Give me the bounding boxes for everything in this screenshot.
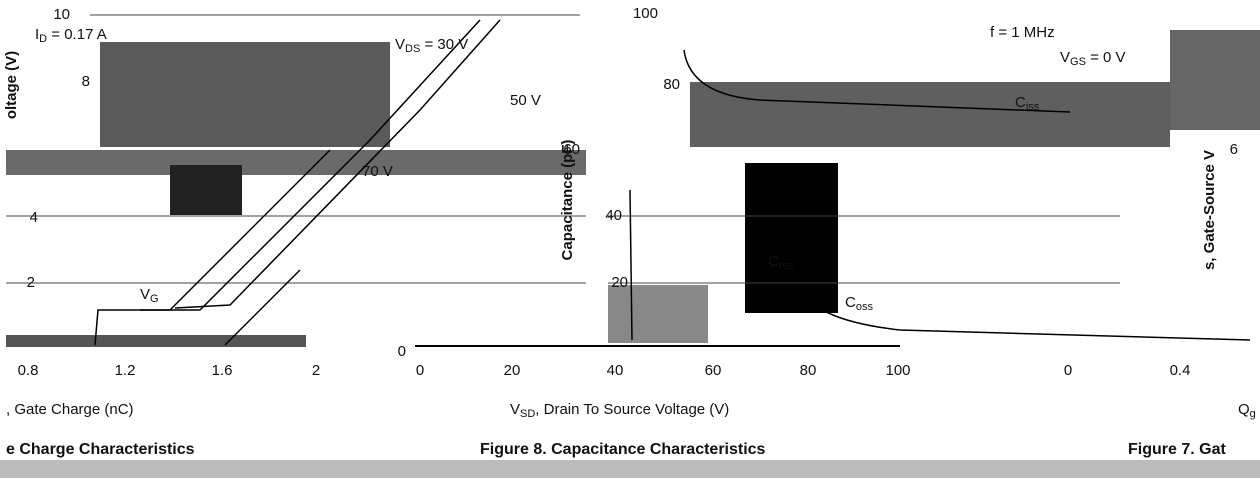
y-axis-label: s, Gate-Source V <box>1201 150 1218 270</box>
block <box>6 335 306 347</box>
x-tick-label: 2 <box>312 362 320 379</box>
x-tick-label: 20 <box>504 362 521 379</box>
curve <box>629 189 633 341</box>
x-tick-label: 60 <box>705 362 722 379</box>
x-tick-label: 1.2 <box>115 362 136 379</box>
x-tick-label: 40 <box>607 362 624 379</box>
curve <box>140 19 481 311</box>
y-tick-label: 40 <box>605 207 622 224</box>
background-blocks <box>0 30 1260 478</box>
text-sub: rss <box>779 260 794 272</box>
annotation: Coss <box>845 294 873 313</box>
text-sub: oss <box>856 301 874 313</box>
block <box>100 42 390 147</box>
text-main: C <box>1015 94 1026 111</box>
text-sub: g <box>1250 408 1256 420</box>
block <box>6 150 586 175</box>
y-tick-label: 100 <box>633 5 658 22</box>
grid <box>6 14 1120 347</box>
text-sub: SD <box>520 408 535 420</box>
y-tick-label: 6 <box>1230 141 1238 158</box>
x-tick-label: 100 <box>885 362 910 379</box>
curve <box>94 149 331 346</box>
y-axis-label: oltage (V) <box>3 51 20 119</box>
annotation: Crss <box>768 253 794 272</box>
curves <box>94 19 1251 346</box>
x-axis-label: Qg <box>1238 401 1256 420</box>
labels: 10 8 4 2 0.8 1.2 1.6 2 oltage (V) , Gate Charge (… <box>3 5 1256 458</box>
annotation: VDS = 30 V <box>395 36 468 55</box>
y-tick-label: 0 <box>398 343 406 360</box>
annotation: VGS = 0 V <box>1060 49 1126 68</box>
block <box>0 460 1260 478</box>
text-main: V <box>1060 49 1070 66</box>
text-sub: D <box>39 33 47 45</box>
curve <box>799 284 1251 341</box>
y-tick-label: 60 <box>563 141 580 158</box>
x-tick-label: 0.8 <box>18 362 39 379</box>
annotation: f = 1 MHz <box>990 24 1055 41</box>
x-tick-label: 80 <box>800 362 817 379</box>
text-main: C <box>768 253 779 270</box>
y-tick-label: 20 <box>611 274 628 291</box>
x-tick-label: 0.4 <box>1170 362 1191 379</box>
annotation: 50 V <box>510 92 541 109</box>
curve <box>174 19 501 309</box>
x-tick-label: 0 <box>1064 362 1072 379</box>
x-axis-label: VSD, Drain To Source Voltage (V) <box>510 401 729 420</box>
y-axis-label: Capacitance (pF) <box>559 140 576 261</box>
text-rest: = 0.17 A <box>47 26 107 43</box>
y-tick-label: 10 <box>53 6 70 23</box>
x-tick-label: 0 <box>416 362 424 379</box>
curve <box>683 49 1071 113</box>
text-sub: iss <box>1026 101 1040 113</box>
annotation: 70 V <box>362 163 393 180</box>
block <box>170 165 242 215</box>
text-main: V <box>395 36 405 53</box>
caption: Figure 8. Capacitance Characteristics <box>480 441 766 458</box>
text-main: 50 V <box>510 92 541 109</box>
caption: e Charge Characteristics <box>6 441 195 458</box>
text-main: I <box>35 26 39 43</box>
text-rest: = 30 V <box>420 36 468 53</box>
annotation: Ciss <box>1015 94 1040 113</box>
annotation: VG <box>140 286 159 305</box>
text-main: Q <box>1238 401 1250 418</box>
block <box>745 163 838 313</box>
text-sub: GS <box>1070 56 1086 68</box>
y-tick-label: 2 <box>27 274 35 291</box>
text-rest: , Drain To Source Voltage (V) <box>535 401 729 418</box>
text-main: 70 V <box>362 163 393 180</box>
text-sub: DS <box>405 43 420 55</box>
y-tick-label: 80 <box>663 76 680 93</box>
x-tick-label: 1.6 <box>212 362 233 379</box>
block <box>690 82 1170 147</box>
caption: Figure 7. Gat <box>1128 441 1226 458</box>
text-main: V <box>140 286 150 303</box>
block <box>1170 30 1260 130</box>
curve <box>224 269 301 346</box>
block <box>608 285 708 343</box>
text-rest: = 0 V <box>1086 49 1126 66</box>
y-tick-label: 4 <box>30 209 38 226</box>
text-main: V <box>510 401 520 418</box>
text-sub: G <box>150 293 159 305</box>
annotation: ID = 0.17 A <box>35 26 107 45</box>
text-main: f = 1 MHz <box>990 24 1055 41</box>
y-tick-label: 8 <box>82 73 90 90</box>
x-axis-label: , Gate Charge (nC) <box>6 401 134 418</box>
text-main: C <box>845 294 856 311</box>
